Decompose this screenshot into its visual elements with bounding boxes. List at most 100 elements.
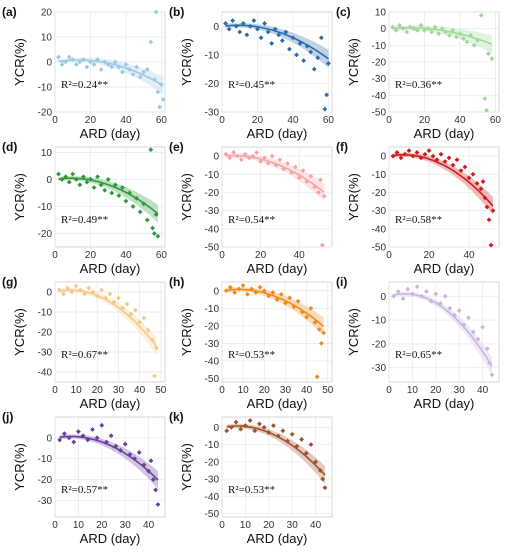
data-point bbox=[61, 291, 66, 297]
data-point bbox=[461, 36, 466, 42]
fit-curve bbox=[392, 154, 494, 207]
x-tick-label: 40 bbox=[287, 115, 299, 126]
x-tick-label: 20 bbox=[419, 115, 431, 126]
data-point bbox=[269, 153, 275, 159]
data-point bbox=[266, 293, 271, 299]
data-point bbox=[273, 162, 279, 168]
data-point bbox=[254, 150, 260, 155]
y-tick-label: 0 bbox=[380, 24, 386, 35]
data-point bbox=[128, 311, 134, 317]
y-tick-label: -40 bbox=[205, 224, 220, 235]
y-axis-label: YCR(%) bbox=[12, 38, 27, 86]
panel-label: (i) bbox=[336, 275, 347, 289]
data-point bbox=[290, 35, 296, 41]
y-tick-label: 0 bbox=[46, 288, 52, 299]
data-point bbox=[116, 295, 121, 301]
data-point bbox=[257, 284, 263, 290]
data-point bbox=[442, 293, 448, 299]
data-point bbox=[283, 29, 289, 35]
data-point bbox=[80, 174, 86, 180]
data-point bbox=[438, 151, 444, 157]
y-tick-label: -30 bbox=[38, 348, 53, 359]
data-point bbox=[471, 42, 477, 48]
y-tick-label: -20 bbox=[372, 58, 387, 69]
data-point bbox=[429, 29, 434, 35]
data-point bbox=[454, 157, 460, 163]
data-point bbox=[233, 419, 239, 425]
y-tick-label: -20 bbox=[205, 79, 220, 90]
data-point bbox=[319, 242, 325, 248]
data-point bbox=[318, 35, 324, 41]
data-point bbox=[124, 301, 130, 307]
y-tick-label: 0 bbox=[46, 175, 52, 186]
data-point bbox=[223, 151, 229, 157]
data-point bbox=[410, 153, 416, 159]
y-tick-label: 10 bbox=[41, 148, 53, 159]
data-point bbox=[257, 421, 262, 427]
data-point bbox=[144, 217, 150, 223]
y-tick-label: -10 bbox=[38, 202, 53, 213]
data-point bbox=[66, 54, 72, 60]
x-tick-label: 60 bbox=[156, 250, 168, 261]
panel-g: 0 10 20 30 40 50 -40 -30 -20 -10 0 ARD (day) YCR(%) (… bbox=[2, 275, 167, 411]
data-point bbox=[99, 422, 105, 428]
data-point bbox=[308, 442, 314, 447]
y-tick-label: -30 bbox=[372, 74, 387, 85]
data-point bbox=[102, 59, 108, 65]
data-point bbox=[236, 286, 242, 292]
x-tick-label: 0 bbox=[52, 385, 58, 396]
data-point bbox=[122, 441, 128, 447]
data-point bbox=[57, 437, 63, 443]
data-point bbox=[244, 32, 250, 38]
r-squared-label: R²=0.24** bbox=[61, 79, 108, 91]
data-point bbox=[148, 458, 154, 464]
y-tick-label: -20 bbox=[205, 457, 220, 468]
x-tick-label: 0 bbox=[386, 250, 392, 261]
y-axis-label: YCR(%) bbox=[179, 443, 194, 491]
fit-curve bbox=[58, 59, 164, 87]
data-point bbox=[149, 337, 155, 343]
data-point bbox=[446, 155, 452, 161]
data-point bbox=[281, 166, 287, 172]
y-tick-label: 0 bbox=[213, 22, 219, 33]
data-point bbox=[228, 424, 234, 430]
panel-label: (f) bbox=[336, 140, 348, 154]
x-tick-label: 20 bbox=[92, 385, 104, 396]
data-point bbox=[442, 159, 448, 164]
data-point bbox=[297, 41, 303, 46]
data-point bbox=[109, 190, 115, 196]
data-point bbox=[461, 322, 467, 328]
data-point bbox=[155, 502, 161, 507]
data-point bbox=[59, 177, 65, 182]
data-point bbox=[480, 324, 486, 330]
data-point bbox=[137, 74, 143, 80]
data-point bbox=[304, 314, 310, 320]
x-tick-label: 0 bbox=[219, 385, 225, 396]
data-point bbox=[150, 225, 155, 231]
data-point bbox=[70, 57, 76, 62]
data-point bbox=[394, 150, 400, 155]
data-point bbox=[120, 305, 126, 311]
x-tick-label: 20 bbox=[85, 115, 97, 126]
data-point bbox=[90, 427, 95, 432]
data-point bbox=[153, 9, 159, 15]
data-point bbox=[390, 153, 396, 159]
fit-curve bbox=[59, 435, 159, 481]
x-tick-label: 20 bbox=[263, 520, 275, 531]
data-point bbox=[484, 204, 490, 210]
data-point bbox=[418, 22, 424, 28]
data-point bbox=[475, 37, 481, 43]
plot-area bbox=[388, 281, 500, 383]
data-point bbox=[486, 217, 492, 223]
data-point bbox=[447, 305, 453, 311]
data-point bbox=[466, 175, 472, 181]
y-axis-label: YCR(%) bbox=[346, 38, 361, 86]
data-point bbox=[446, 32, 452, 38]
data-point bbox=[411, 26, 417, 32]
y-tick-label: -10 bbox=[372, 41, 387, 52]
data-point bbox=[223, 288, 229, 294]
data-point bbox=[482, 195, 488, 201]
y-tick-label: -10 bbox=[38, 454, 53, 465]
data-point bbox=[70, 171, 76, 177]
y-tick-label: -10 bbox=[372, 170, 387, 181]
